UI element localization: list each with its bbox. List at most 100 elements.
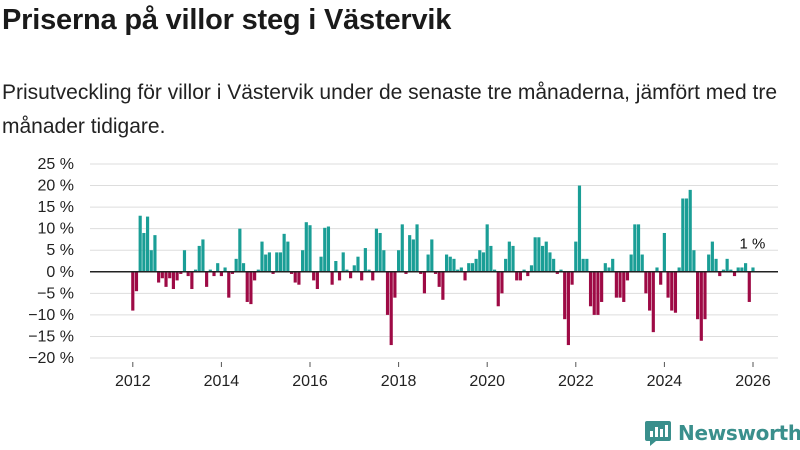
- bar: [751, 267, 755, 272]
- bar: [566, 271, 570, 346]
- x-tick-label: 2018: [381, 373, 417, 390]
- bar: [363, 248, 367, 272]
- bar: [481, 252, 486, 272]
- bar: [459, 267, 463, 272]
- bar: [718, 271, 722, 277]
- bar: [596, 271, 600, 315]
- bar: [145, 216, 150, 272]
- bar: [729, 269, 733, 272]
- bar: [315, 271, 319, 290]
- y-tick-label: 10 %: [38, 221, 74, 238]
- bar: [190, 271, 194, 290]
- bar: [522, 269, 526, 272]
- bar: [699, 271, 703, 341]
- bar: [175, 271, 179, 281]
- bar: [448, 256, 452, 272]
- chart-title: Priserna på villor steg i Västervik: [2, 4, 452, 36]
- x-tick-label: 2020: [469, 373, 505, 390]
- y-tick-label: −15 %: [28, 328, 74, 345]
- bar: [636, 224, 641, 272]
- bar: [411, 239, 415, 272]
- bar: [301, 250, 305, 272]
- bar: [747, 271, 751, 302]
- bar: [275, 252, 279, 272]
- bar: [278, 252, 283, 272]
- bar: [696, 271, 700, 320]
- bar: [171, 271, 175, 290]
- bar: [304, 222, 308, 272]
- bar: [282, 233, 286, 272]
- bar: [492, 269, 497, 272]
- bar: [673, 271, 678, 313]
- bar: [197, 245, 201, 272]
- bar: [360, 271, 364, 281]
- bar: [415, 224, 419, 272]
- bar: [736, 267, 740, 272]
- bar: [681, 198, 685, 272]
- bar: [489, 245, 493, 272]
- bar: [337, 271, 342, 281]
- bar: [540, 245, 545, 272]
- bar: [485, 224, 489, 272]
- x-tick-label: 2016: [292, 373, 328, 390]
- bar: [478, 250, 482, 272]
- chart-subtitle: Prisutveckling för villor i Västervik un…: [2, 81, 778, 138]
- bar: [323, 227, 327, 272]
- bar: [622, 271, 626, 302]
- bar: [677, 267, 681, 272]
- x-tick-label: 2024: [647, 373, 683, 390]
- bar: [160, 271, 164, 279]
- bar: [389, 271, 393, 346]
- bar: [614, 271, 618, 298]
- annotations: 1 %: [740, 235, 766, 252]
- bar: [732, 271, 737, 277]
- y-tick-label: −20 %: [28, 350, 74, 367]
- bar: [397, 250, 401, 272]
- bar: [537, 237, 541, 272]
- bar: [241, 263, 246, 272]
- bar: [426, 254, 430, 272]
- bar: [703, 271, 707, 320]
- bar: [219, 271, 223, 277]
- bar: [456, 269, 460, 272]
- bar: [293, 271, 297, 283]
- gridlines: [90, 163, 778, 359]
- newsworthy-logo-icon: [645, 421, 671, 446]
- bar: [659, 271, 663, 285]
- bar: [149, 250, 153, 272]
- y-tick-label: −5 %: [37, 285, 74, 302]
- bar: [193, 269, 198, 272]
- bar: [352, 265, 356, 272]
- bar: [142, 232, 146, 272]
- x-axis-ticks: 2012 2014 2016 2018 2020 2022 2024 2026: [115, 362, 771, 390]
- bar: [533, 237, 537, 272]
- bar: [574, 241, 578, 272]
- bar: [430, 239, 434, 272]
- bar: [633, 224, 637, 272]
- bar: [651, 271, 655, 333]
- bar: [134, 271, 139, 292]
- bar: [441, 271, 445, 300]
- bar: [496, 271, 500, 307]
- bar: [179, 271, 183, 274]
- bars: [131, 185, 755, 346]
- bar: [629, 254, 633, 272]
- bar: [208, 269, 212, 272]
- bar: [444, 254, 449, 272]
- bar: [201, 239, 205, 272]
- y-axis-tick-labels: 25 % 20 % 15 % 10 % 5 % 0 % −5 % −10 % −15 % −20 …: [28, 156, 74, 367]
- bar: [452, 258, 456, 272]
- bar: [552, 258, 556, 272]
- bar: [367, 269, 371, 272]
- bar: [640, 254, 644, 272]
- bar: [518, 271, 522, 281]
- newsworthy-logo: Newsworthy: [644, 419, 800, 447]
- bar: [393, 271, 397, 298]
- bar: [308, 225, 312, 272]
- y-tick-label: 5 %: [46, 242, 74, 259]
- bar: [559, 269, 563, 272]
- bar: [463, 271, 467, 281]
- bar: [385, 271, 390, 315]
- bar: [467, 263, 471, 272]
- bar: [249, 271, 253, 305]
